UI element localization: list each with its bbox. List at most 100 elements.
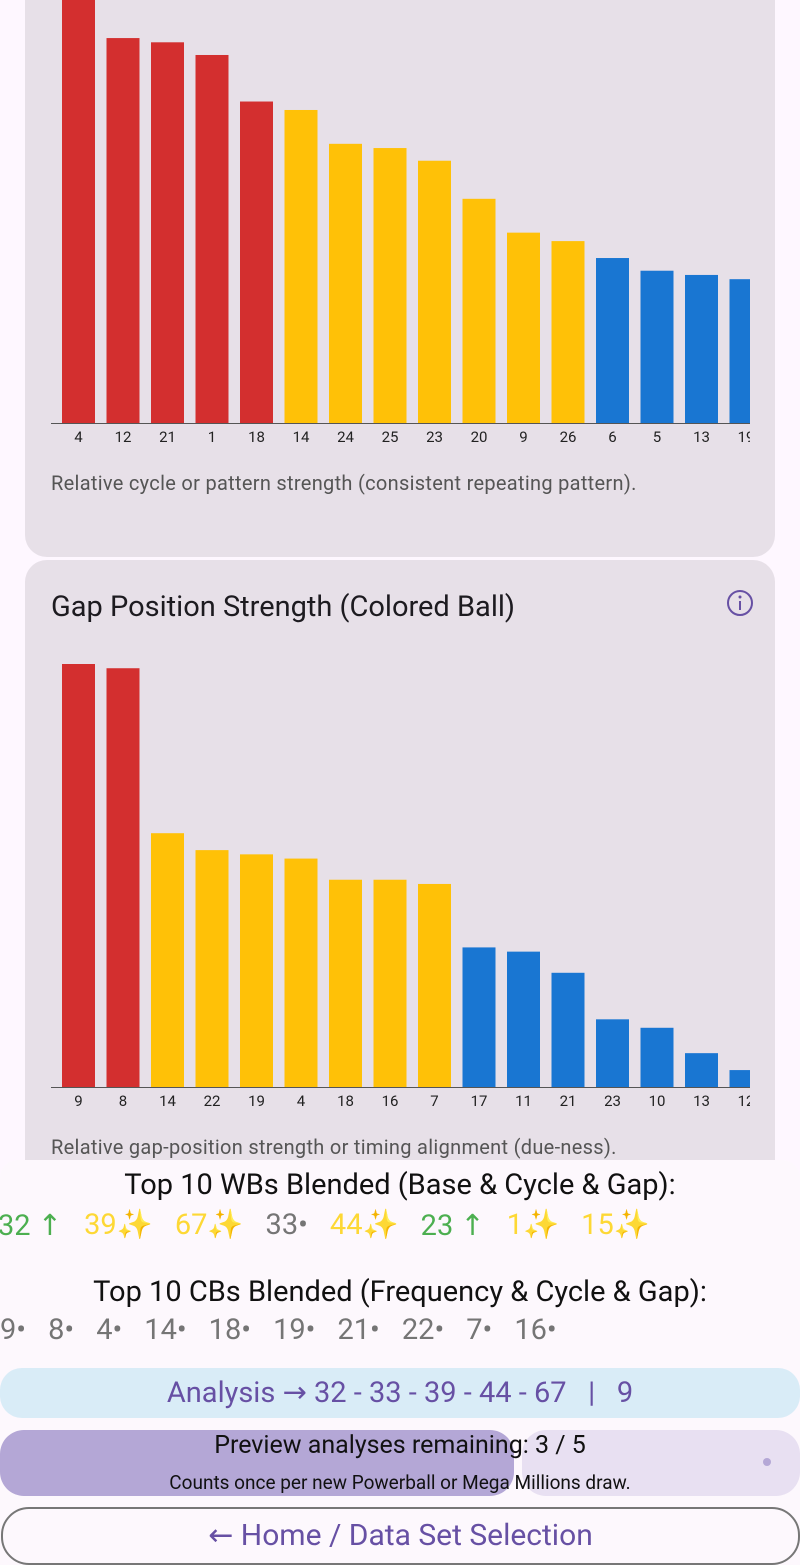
info-icon[interactable]	[726, 589, 754, 617]
bar	[640, 1027, 674, 1087]
bar	[240, 854, 273, 1087]
bar	[106, 668, 140, 1087]
progress-dot	[763, 1458, 771, 1466]
bar	[195, 850, 229, 1087]
x-tick-label: 23	[426, 428, 443, 446]
ball-item: 23 ↑	[420, 1209, 485, 1243]
x-tick-label: 9	[74, 1092, 82, 1110]
ball-item: 15✨	[581, 1208, 650, 1242]
bar	[195, 54, 229, 424]
home-button[interactable]: ← Home / Data Set Selection	[1, 1507, 800, 1565]
x-tick-label: 14	[293, 428, 310, 446]
x-tick-label: 18	[248, 428, 265, 446]
bar	[685, 1053, 718, 1087]
bar	[507, 232, 540, 423]
preview-note: Counts once per new Powerball or Mega Mi…	[169, 1471, 631, 1494]
bar	[462, 947, 496, 1087]
cb-title: Top 10 CBs Blended (Frequency & Cycle & …	[93, 1275, 707, 1309]
bar	[151, 833, 184, 1087]
x-tick-label: 17	[471, 1092, 488, 1110]
bar	[462, 198, 496, 423]
bar	[729, 279, 750, 423]
x-tick-label: 20	[471, 428, 488, 446]
blend-panel: Top 10 WBs Blended (Base & Cycle & Gap):…	[0, 1160, 800, 1565]
x-tick-label: 6	[608, 428, 616, 446]
ball-item: 4•	[96, 1313, 123, 1347]
bar	[373, 879, 407, 1087]
x-tick-label: 16	[382, 1092, 399, 1110]
x-tick-label: 8	[119, 1092, 127, 1110]
bar	[507, 951, 540, 1087]
ball-item: 21•	[337, 1313, 380, 1347]
x-tick-label: 11	[515, 1092, 532, 1110]
x-tick-label: 21	[159, 428, 176, 446]
wb-row: 32 ↑ 39✨ 67✨ 33• 44✨ 23 ↑ 1✨ 15✨	[0, 1208, 650, 1243]
ball-item: 33•	[265, 1208, 308, 1242]
ball-item: 39✨	[84, 1208, 153, 1242]
bar	[551, 972, 585, 1087]
x-tick-label: 13	[693, 428, 710, 446]
analysis-bar[interactable]: Analysis → 32 - 33 - 39 - 44 - 67 | 9	[0, 1368, 800, 1418]
bar	[685, 274, 718, 423]
bar	[284, 109, 318, 423]
ball-item: 7•	[466, 1313, 493, 1347]
bar	[151, 42, 184, 424]
wb-title: Top 10 WBs Blended (Base & Cycle & Gap):	[124, 1168, 676, 1202]
x-tick-label: 21	[560, 1092, 577, 1110]
ball-item: 16•	[514, 1313, 557, 1347]
ball-item: 32 ↑	[0, 1209, 63, 1243]
bar	[596, 258, 629, 423]
bar	[62, 664, 95, 1087]
bar	[640, 270, 674, 423]
x-tick-label: 13	[693, 1092, 710, 1110]
ball-item: 19•	[273, 1313, 316, 1347]
bar	[729, 1070, 750, 1087]
ball-item: 9•	[0, 1313, 27, 1347]
ball-item: 8•	[48, 1313, 75, 1347]
x-tick-label: 24	[337, 428, 354, 446]
bar	[329, 879, 362, 1087]
x-tick-label: 19	[738, 428, 755, 446]
ball-item: 44✨	[329, 1208, 399, 1242]
progress-track	[522, 1430, 800, 1496]
bar	[418, 883, 451, 1087]
chart-title: Gap Position Strength (Colored Ball)	[51, 590, 516, 624]
x-tick-label: 4	[297, 1092, 306, 1110]
bar	[551, 241, 585, 423]
bar	[373, 148, 407, 424]
x-tick-label: 4	[74, 428, 83, 446]
x-tick-label: 19	[248, 1092, 265, 1110]
x-tick-label: 18	[337, 1092, 354, 1110]
bar	[418, 160, 451, 424]
charts: 4 12 21 1 18 14 24 25 23 20 9 26 6 5 13 19 9 8 14 22 19 4 18 16…	[51, 0, 755, 1110]
bar	[596, 1019, 629, 1087]
bar	[284, 858, 318, 1087]
ball-item: 22•	[401, 1313, 445, 1347]
cb-row: 9• 8• 4• 14• 18• 19• 21• 22• 7• 16•	[0, 1313, 557, 1347]
bar	[106, 38, 140, 423]
x-tick-label: 5	[653, 428, 661, 446]
chart-caption: Relative cycle or pattern strength (cons…	[51, 471, 637, 495]
bar	[329, 143, 362, 423]
preview-count: Preview analyses remaining: 3 / 5	[214, 1431, 586, 1460]
x-tick-label: 22	[204, 1092, 221, 1110]
x-tick-label: 7	[430, 1092, 438, 1110]
ball-item: 14•	[144, 1313, 187, 1347]
ball-item: 1✨	[506, 1208, 560, 1242]
x-tick-label: 26	[560, 428, 577, 446]
x-tick-label: 23	[604, 1092, 621, 1110]
x-tick-label: 12	[115, 428, 132, 446]
x-tick-label: 12	[738, 1092, 755, 1110]
ball-item: 18•	[208, 1313, 252, 1347]
chart-caption: Relative gap-position strength or timing…	[51, 1135, 617, 1159]
x-tick-label: 1	[208, 428, 216, 446]
bar	[240, 101, 273, 424]
bar	[62, 0, 95, 423]
x-tick-label: 9	[519, 428, 527, 446]
ball-item: 67✨	[174, 1208, 244, 1242]
x-tick-label: 10	[649, 1092, 666, 1110]
x-tick-label: 25	[382, 428, 399, 446]
x-tick-label: 14	[159, 1092, 176, 1110]
progress-fill	[0, 1430, 514, 1496]
